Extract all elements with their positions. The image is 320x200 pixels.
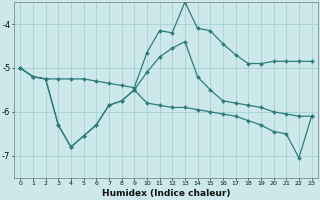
X-axis label: Humidex (Indice chaleur): Humidex (Indice chaleur): [102, 189, 230, 198]
